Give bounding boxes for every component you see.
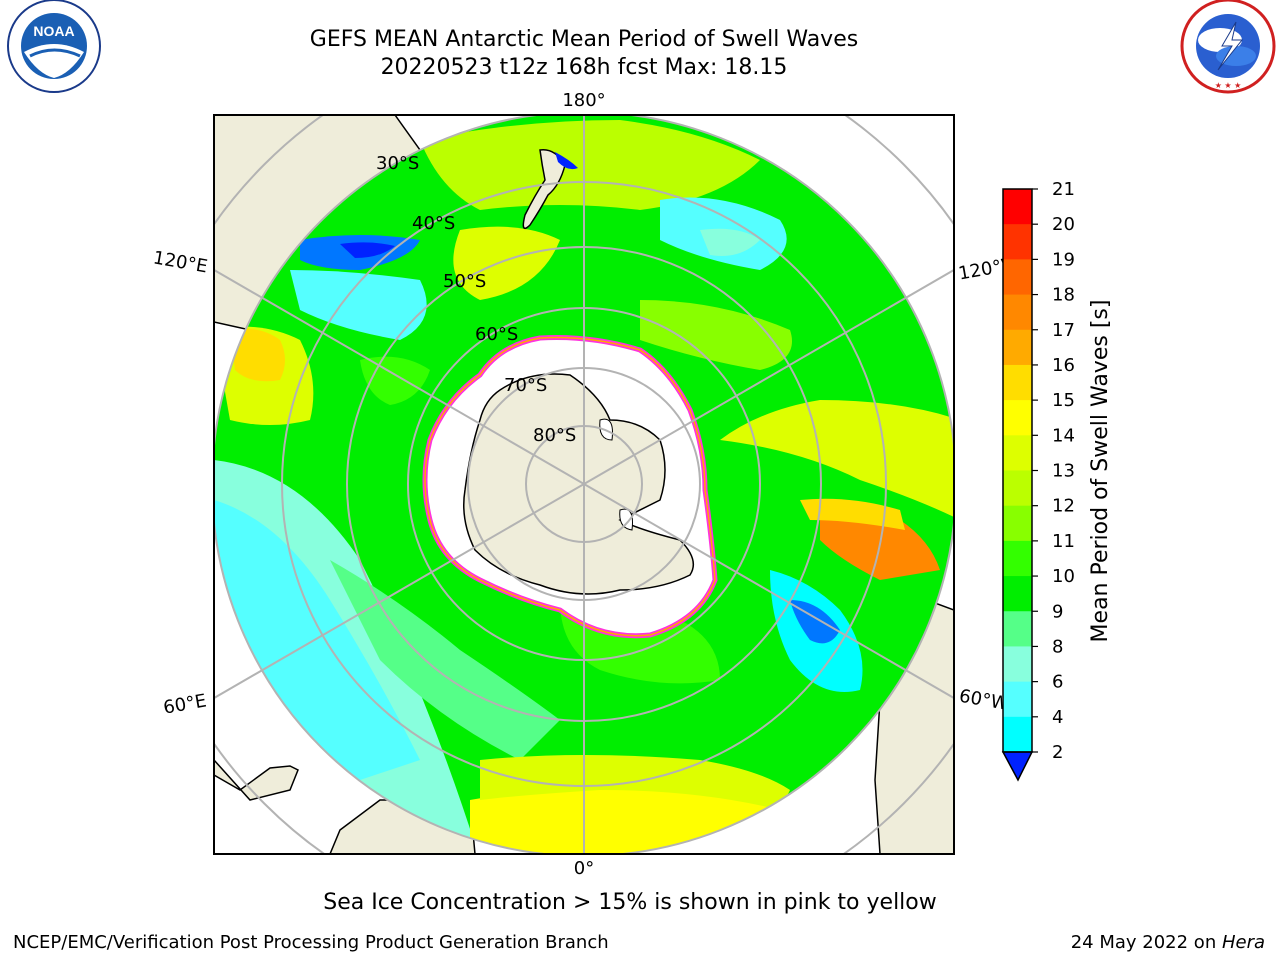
sea-ice-note: Sea Ice Concentration > 15% is shown in …	[323, 890, 937, 915]
colorbar-band	[1003, 364, 1032, 401]
colorbar-tick-label: 11	[1052, 531, 1075, 552]
colorbar-band	[1003, 611, 1032, 647]
lon-label-120e: 120°E	[152, 247, 210, 277]
lon-label-0: 0°	[574, 858, 594, 879]
lon-label-180: 180°	[562, 90, 605, 111]
land-antarctica	[463, 373, 695, 595]
colorbar-band	[1003, 681, 1032, 718]
lat-label-30s: 30°S	[376, 153, 419, 174]
colorbar-tick-label: 15	[1052, 390, 1075, 411]
lat-label-50s: 50°S	[443, 271, 486, 292]
nws-logo: ★ ★ ★	[1180, 0, 1276, 94]
lat-label-80s: 80°S	[533, 425, 576, 446]
noaa-logo-text: NOAA	[33, 23, 74, 39]
colorbar-band	[1003, 646, 1032, 683]
lon-label-60e: 60°E	[162, 690, 208, 718]
svg-text:★ ★ ★: ★ ★ ★	[1215, 81, 1242, 90]
lat-label-70s: 70°S	[504, 375, 547, 396]
land-madagascar	[214, 758, 299, 801]
colorbar-tick-label: 4	[1052, 707, 1063, 728]
colorbar-tick-label: 16	[1052, 355, 1075, 376]
credit-left: NCEP/EMC/Verification Post Processing Pr…	[13, 932, 609, 953]
colorbar-tick-label: 19	[1052, 249, 1075, 270]
colorbar-label: Mean Period of Swell Waves [s]	[1088, 300, 1113, 643]
credit-right: 24 May 2022 on Hera	[1071, 932, 1265, 953]
graticule	[214, 115, 954, 854]
colorbar-band	[1003, 435, 1032, 471]
map-area: 30°S 40°S 50°S 60°S 70°S 80°S	[214, 115, 954, 854]
colorbar-tick-label: 18	[1052, 285, 1075, 306]
map-title: GEFS MEAN Antarctic Mean Period of Swell…	[309, 27, 859, 52]
colorbar-band	[1003, 505, 1032, 542]
colorbar-band	[1003, 224, 1032, 260]
credit-date: 24 May 2022 on	[1070, 932, 1222, 953]
lat-label-40s: 40°S	[412, 213, 455, 234]
colorbar: 21 20 19 18 17 16 15 14 13 12 11 10 9 8 6 4 2 Mean Perio…	[1001, 179, 1113, 782]
colorbar-tick-label: 12	[1052, 496, 1075, 517]
colorbar-band	[1003, 576, 1032, 612]
credit-host: Hera	[1221, 932, 1265, 953]
colorbar-tick-label: 2	[1052, 742, 1063, 763]
noaa-logo: NOAA	[7, 0, 101, 93]
colorbar-tick-label: 8	[1052, 636, 1063, 657]
colorbar-tick-label: 10	[1052, 566, 1075, 587]
colorbar-tick-label: 13	[1052, 461, 1075, 482]
colorbar-tick-label: 17	[1052, 320, 1075, 341]
colorbar-band	[1003, 470, 1032, 507]
colorbar-tick-label: 9	[1052, 601, 1063, 622]
colorbar-band	[1003, 294, 1032, 331]
colorbar-band	[1003, 400, 1032, 436]
colorbar-band	[1003, 716, 1032, 753]
colorbar-band	[1003, 540, 1032, 577]
colorbar-band	[1003, 189, 1032, 225]
colorbar-tick-label: 21	[1052, 179, 1075, 200]
lat-label-60s: 60°S	[475, 324, 518, 345]
colorbar-band	[1003, 329, 1032, 366]
colorbar-tick-label: 20	[1052, 214, 1075, 235]
colorbar-tick-label: 6	[1052, 672, 1063, 693]
map-frame	[213, 114, 955, 855]
map-subtitle: 20220523 t12z 168h fcst Max: 18.15	[380, 55, 788, 80]
colorbar-band	[1003, 259, 1032, 296]
colorbar-extend-arrow	[1001, 751, 1034, 782]
colorbar-tick-label: 14	[1052, 425, 1075, 446]
